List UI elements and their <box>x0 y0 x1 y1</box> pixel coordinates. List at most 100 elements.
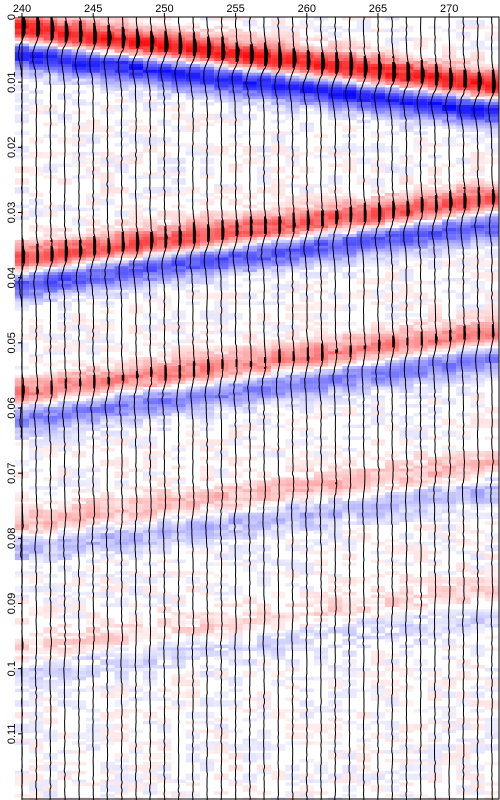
heat-cell <box>86 60 101 65</box>
heat-cell <box>271 72 286 77</box>
heat-cell <box>370 254 386 259</box>
heat-cell <box>100 638 115 643</box>
heat-cell <box>214 260 229 264</box>
heat-cell <box>256 345 272 349</box>
heat-cell <box>157 401 172 405</box>
heat-cell <box>214 31 229 36</box>
heat-cell <box>313 49 329 53</box>
heat-cell <box>157 216 172 220</box>
heat-cell <box>299 398 314 402</box>
heat-cell <box>214 401 229 405</box>
heat-cell <box>214 248 229 253</box>
heat-cell <box>271 37 286 42</box>
heat-cell <box>157 536 172 540</box>
heat-cell <box>385 192 400 197</box>
heat-cell <box>242 78 257 83</box>
heat-cell <box>128 621 144 625</box>
heat-cell <box>342 339 357 344</box>
heat-cell <box>86 231 101 235</box>
heat-cell <box>171 269 186 273</box>
heat-cell <box>399 515 414 520</box>
heat-cell <box>86 497 101 502</box>
heat-cell <box>100 621 115 625</box>
heat-cell <box>185 84 200 88</box>
heat-cell <box>86 415 101 420</box>
heat-cell <box>128 527 144 531</box>
heat-cell <box>157 93 172 97</box>
heat-cell <box>128 497 144 502</box>
heat-cell <box>143 515 158 520</box>
heat-cell <box>143 275 158 279</box>
heat-cell <box>342 500 357 505</box>
heat-cell <box>370 333 386 338</box>
heat-cell <box>328 96 343 100</box>
heat-cell <box>299 506 314 511</box>
heat-cell <box>128 266 144 270</box>
heat-cell <box>29 69 44 74</box>
heat-cell <box>214 351 229 355</box>
heat-cell <box>271 204 286 209</box>
heat-cell <box>171 407 186 411</box>
heat-cell <box>114 365 129 370</box>
heat-cell <box>86 635 101 640</box>
heat-cell <box>370 110 386 115</box>
heat-cell <box>71 286 87 291</box>
heat-cell <box>157 506 172 511</box>
heat-cell <box>299 486 314 490</box>
heat-cell <box>43 547 58 552</box>
heat-cell <box>356 78 371 83</box>
heat-cell <box>256 638 272 643</box>
heat-cell <box>356 477 371 481</box>
heat-cell <box>399 201 414 206</box>
heat-cell <box>228 371 243 376</box>
heat-cell <box>57 536 72 540</box>
heat-cell <box>342 257 357 261</box>
heat-cell <box>328 360 343 364</box>
heat-cell <box>57 673 72 678</box>
heat-cell <box>285 401 300 405</box>
heat-cell <box>143 283 158 288</box>
heat-cell <box>128 275 144 279</box>
heat-cell <box>29 292 44 297</box>
heat-cell <box>313 483 329 487</box>
heat-cell <box>285 342 300 347</box>
heat-cell <box>399 125 414 130</box>
heat-cell <box>370 84 386 88</box>
heat-cell <box>143 72 158 77</box>
heat-cell <box>385 231 400 235</box>
heat-cell <box>86 266 101 270</box>
heat-cell <box>356 55 371 59</box>
heat-cell <box>399 248 414 253</box>
heat-cell <box>228 251 243 256</box>
heat-cell <box>114 536 129 540</box>
heat-cell <box>356 486 371 490</box>
heat-cell <box>385 49 400 53</box>
heat-cell <box>228 236 243 241</box>
heat-cell <box>157 75 172 80</box>
heat-cell <box>157 527 172 531</box>
heat-cell <box>185 395 200 399</box>
heat-cell <box>199 521 215 525</box>
heat-cell <box>271 647 286 652</box>
heat-cell <box>199 409 215 414</box>
heat-cell <box>313 389 329 393</box>
heat-cell <box>86 401 101 405</box>
heat-cell <box>299 371 314 376</box>
heat-cell <box>185 55 200 59</box>
heat-cell <box>242 263 257 267</box>
heat-cell <box>299 90 314 94</box>
heat-cell <box>199 489 215 493</box>
heat-cell <box>185 58 200 62</box>
heat-cell <box>356 348 371 352</box>
heat-cell <box>242 260 257 264</box>
heat-cell <box>242 495 257 499</box>
heat-cell <box>185 345 200 349</box>
heat-cell <box>228 647 243 652</box>
heat-cell <box>285 345 300 349</box>
heat-cell <box>399 190 414 194</box>
heat-cell <box>385 113 400 118</box>
heat-cell <box>143 225 158 229</box>
heat-cell <box>242 266 257 270</box>
heat-cell <box>271 266 286 270</box>
heat-cell <box>171 398 186 402</box>
